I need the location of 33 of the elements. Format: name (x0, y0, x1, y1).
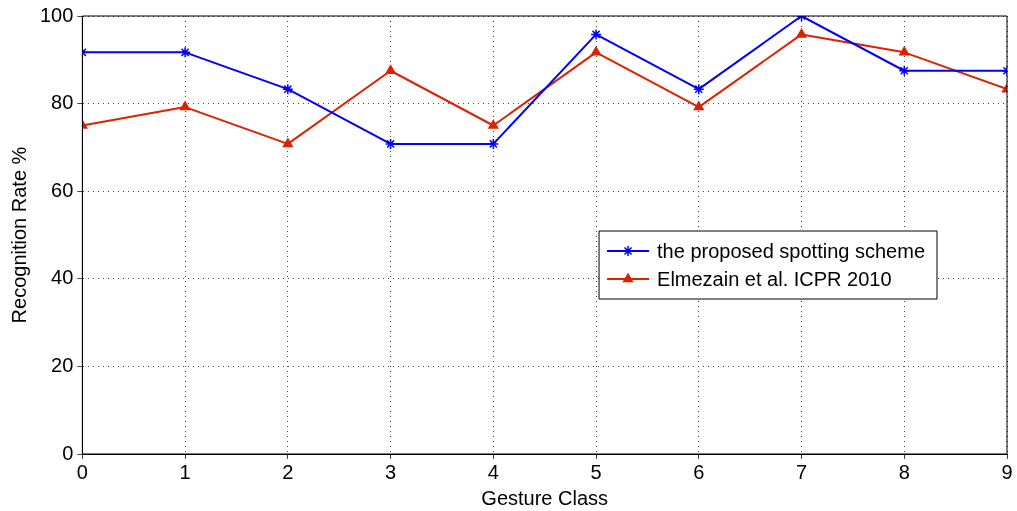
point (488, 119, 499, 129)
x-tick-label: 9 (1001, 460, 1013, 483)
y-tick-label: 40 (51, 266, 74, 289)
point (693, 101, 704, 111)
point (179, 46, 191, 59)
point (282, 138, 293, 148)
point (898, 65, 911, 77)
x-tick-label: 5 (590, 460, 602, 483)
x-tick-label: 4 (487, 460, 499, 483)
y-tick-label: 20 (51, 353, 74, 376)
legend-label: the proposed spotting scheme (657, 239, 925, 262)
point (796, 28, 807, 38)
point (590, 46, 602, 56)
x-tick-label: 1 (179, 460, 191, 483)
x-tick-label: 8 (898, 460, 910, 483)
point (899, 46, 910, 56)
point (385, 65, 396, 74)
point (180, 101, 191, 111)
y-tick-label: 80 (51, 91, 74, 114)
x-tick-label: 3 (385, 460, 397, 483)
x-tick-label: 7 (795, 460, 808, 483)
y-tick-label: 60 (51, 178, 74, 201)
legend-label: Elmezain et al. ICPR 2010 (657, 267, 892, 290)
x-axis-title: Gesture Class (481, 486, 609, 509)
y-tick-label: 100 (39, 3, 74, 26)
y-axis-title: Recognition Rate % (7, 146, 30, 324)
x-tick-label: 0 (76, 460, 88, 483)
x-tick-label: 6 (693, 460, 705, 483)
point (282, 83, 294, 95)
x-tick-label: 2 (282, 460, 294, 483)
point (693, 83, 705, 95)
point (590, 28, 602, 41)
y-tick-label: 0 (62, 441, 74, 464)
